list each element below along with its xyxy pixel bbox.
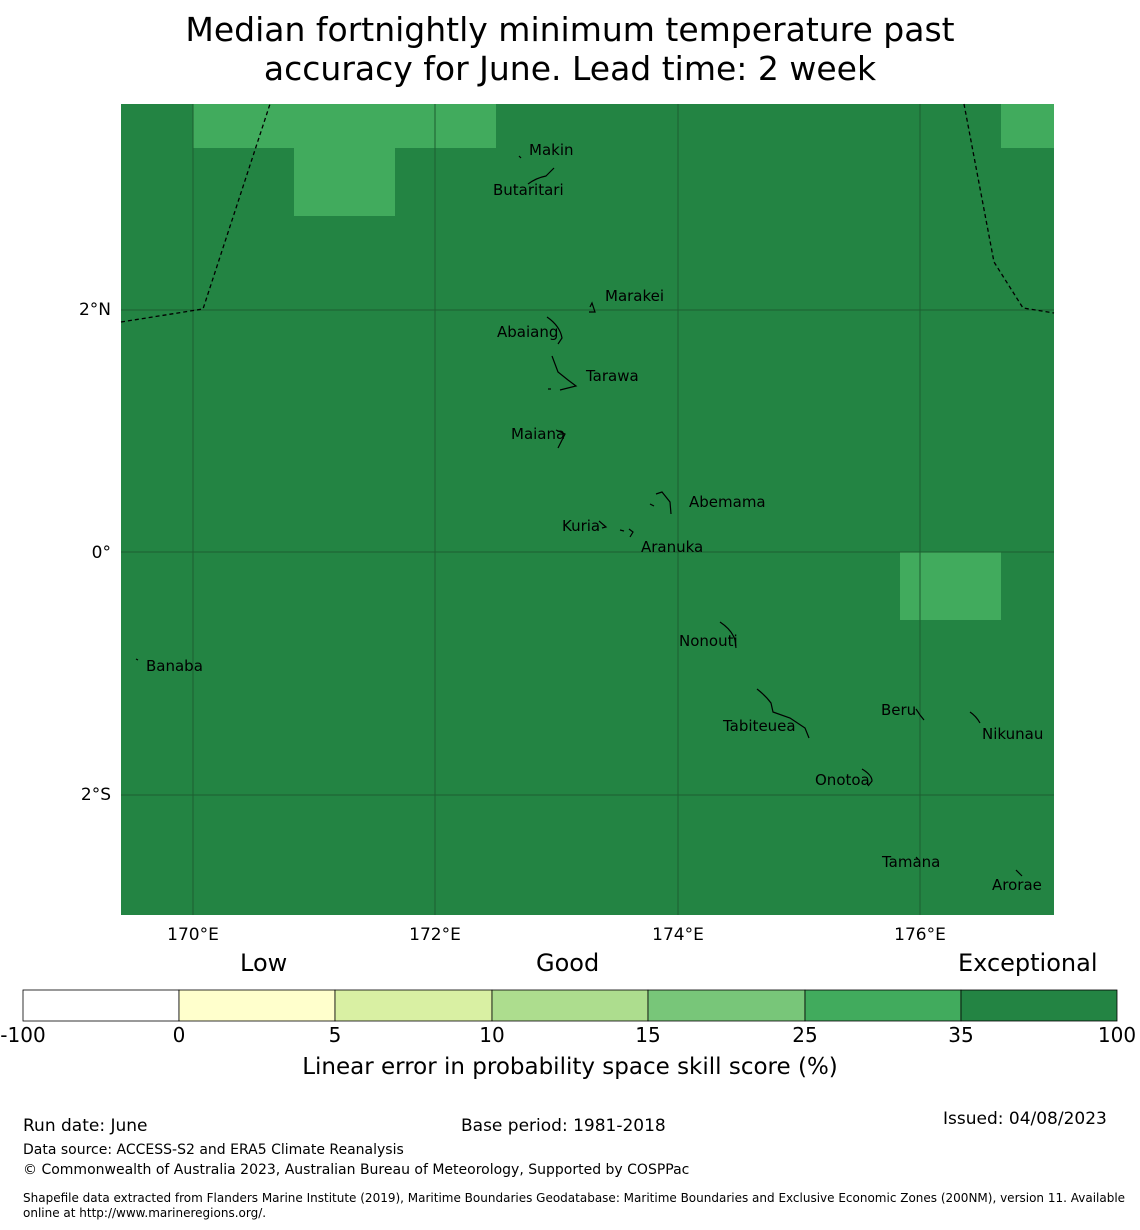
- island-label-makin: Makin: [529, 141, 574, 159]
- colorbar-tick: 10: [479, 1023, 505, 1047]
- colorbar-tick: 100: [1097, 1023, 1137, 1047]
- lat-label-0: 0°: [92, 543, 111, 563]
- skill-block-se: [900, 552, 1001, 620]
- base-period: Base period: 1981-2018: [461, 1116, 666, 1136]
- title-line-1: Median fortnightly minimum temperature p…: [185, 10, 955, 49]
- colorbar-segment-4: [491, 989, 649, 1022]
- colorbar-tick: 25: [792, 1023, 818, 1047]
- island-label-nikunau: Nikunau: [982, 725, 1043, 743]
- island-label-tabiteuea: Tabiteuea: [722, 717, 796, 735]
- skill-block-ne: [1001, 104, 1054, 148]
- island-label-maiana: Maiana: [511, 425, 565, 443]
- island-label-abaiang: Abaiang: [497, 323, 558, 341]
- lon-label-176e: 176°E: [894, 925, 946, 945]
- lat-labels: 2°N 0° 2°S: [79, 300, 111, 805]
- map-title: Median fortnightly minimum temperature p…: [0, 10, 1140, 88]
- colorbar-segment-1: [22, 989, 180, 1022]
- shapefile-credit-line-1: Shapefile data extracted from Flanders M…: [23, 1191, 1126, 1205]
- colorbar-tick: -100: [0, 1023, 46, 1047]
- data-source: Data source: ACCESS-S2 and ERA5 Climate …: [23, 1142, 404, 1158]
- map-background: [121, 104, 1054, 915]
- colorbar: [22, 989, 1118, 1022]
- colorbar-segment-2: [178, 989, 336, 1022]
- island-label-arorae: Arorae: [992, 876, 1042, 894]
- island-label-banaba: Banaba: [146, 657, 203, 675]
- gridlines: [121, 104, 1054, 915]
- island-label-abemama: Abemama: [689, 493, 766, 511]
- lon-label-170e: 170°E: [167, 925, 219, 945]
- title-line-2: accuracy for June. Lead time: 2 week: [263, 49, 877, 88]
- island-label-butaritari: Butaritari: [493, 181, 564, 199]
- colorbar-tick: 15: [635, 1023, 661, 1047]
- skill-block-north-2: [294, 148, 395, 216]
- colorbar-segment-6: [804, 989, 962, 1022]
- island-label-onotoa: Onotoa: [815, 771, 870, 789]
- island-label-nonouti: Nonouti: [679, 632, 738, 650]
- island-label-marakei: Marakei: [605, 287, 664, 305]
- colorbar-label: Linear error in probability space skill …: [302, 1054, 838, 1080]
- colorbar-tick: 0: [172, 1023, 186, 1047]
- shapefile-credit-line-2: online at http://www.marineregions.org/.: [23, 1206, 267, 1220]
- island-label-aranuka: Aranuka: [641, 538, 703, 556]
- shapefile-credit: Shapefile data extracted from Flanders M…: [23, 1191, 1125, 1221]
- lat-label-2n: 2°N: [79, 300, 111, 320]
- island-label-beru: Beru: [881, 701, 916, 719]
- lat-label-2s: 2°S: [81, 785, 111, 805]
- run-date: Run date: June: [23, 1116, 148, 1136]
- colorbar-segment-5: [647, 989, 806, 1022]
- lon-labels: 170°E 172°E 174°E 176°E: [167, 925, 946, 945]
- colorbar-category-good: Good: [536, 949, 600, 977]
- copyright: © Commonwealth of Australia 2023, Austra…: [23, 1162, 690, 1178]
- eez-boundaries: [120, 103, 1055, 323]
- colorbar-segment-3: [334, 989, 493, 1022]
- island-outlines: [135, 155, 1023, 877]
- lon-label-174e: 174°E: [652, 925, 704, 945]
- colorbar-segment-7: [960, 989, 1118, 1022]
- island-label-tamana: Tamana: [881, 853, 940, 871]
- island-label-tarawa: Tarawa: [585, 367, 639, 385]
- colorbar-category-exceptional: Exceptional: [958, 949, 1098, 977]
- colorbar-tick: 35: [948, 1023, 974, 1047]
- island-labels: Makin Butaritari Marakei Abaiang Tarawa …: [146, 141, 1043, 894]
- island-label-kuria: Kuria: [562, 517, 600, 535]
- colorbar-category-low: Low: [240, 949, 288, 977]
- skill-block-north: [193, 104, 496, 148]
- lon-label-172e: 172°E: [409, 925, 461, 945]
- issued-date: Issued: 04/08/2023: [943, 1109, 1107, 1129]
- colorbar-tick: 5: [328, 1023, 342, 1047]
